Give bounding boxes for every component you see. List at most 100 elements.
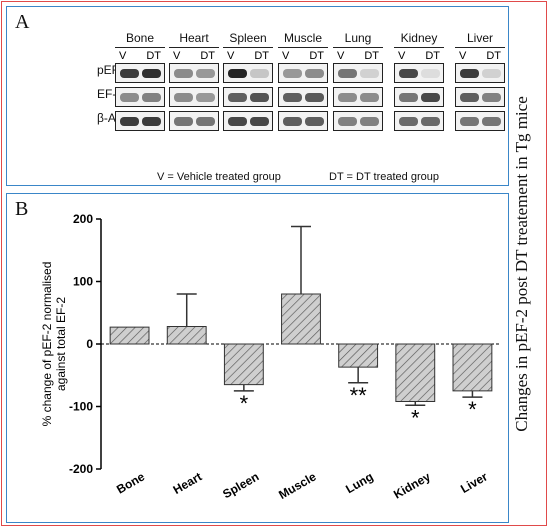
significance-marker: * [239, 390, 248, 415]
panel-a-letter: A [15, 11, 30, 33]
lane-dt-label: DT [364, 50, 379, 62]
blot-kidney-ef2 [394, 87, 444, 107]
blot-muscle-pef2 [278, 63, 328, 83]
band [360, 117, 379, 126]
blot-muscle-actin [278, 111, 328, 131]
band [338, 69, 357, 78]
y-axis-label: % change of pEF-2 normalisedagainst tota… [40, 261, 68, 426]
band [421, 69, 440, 78]
lane-labels: V DT [223, 50, 273, 62]
panel-a: A pEF-2 EF-2 β-Actin BoneVDTHeartVDTSple… [6, 6, 509, 186]
band [460, 69, 479, 78]
y-tick-label: 200 [72, 212, 92, 226]
blot-spleen-ef2 [223, 87, 273, 107]
bar-chart: -200 -100 0 100 200 % change of pEF-2 normali… [40, 212, 501, 502]
blot-spleen-pef2 [223, 63, 273, 83]
tissue-name: Muscle [278, 31, 328, 48]
bar-kidney [394, 343, 435, 402]
band [283, 117, 302, 126]
band [228, 69, 247, 78]
significance-marker: * [468, 397, 477, 422]
band [174, 69, 193, 78]
x-tick-label: Spleen [220, 469, 261, 501]
band [338, 93, 357, 102]
x-tick-label: Bone [114, 469, 147, 496]
lane-labels: V DT [115, 50, 165, 62]
tissue-header-spleen: Spleen V DT [223, 31, 273, 62]
legend-vehicle: V = Vehicle treated group [157, 171, 281, 183]
blot-kidney-pef2 [394, 63, 444, 83]
x-tick-label: Kidney [391, 469, 433, 501]
x-tick-label: Liver [458, 469, 490, 496]
bar-bone [109, 326, 150, 344]
band [399, 117, 418, 126]
significance-marker: ** [349, 382, 367, 407]
band [399, 69, 418, 78]
lane-dt-label: DT [425, 50, 440, 62]
blot-liver-actin [455, 111, 505, 131]
lane-labels: V DT [394, 50, 444, 62]
y-tick-label: 100 [72, 274, 92, 288]
tissue-header-kidney: Kidney V DT [394, 31, 444, 62]
band [196, 93, 215, 102]
lane-v-label: V [337, 50, 345, 62]
lane-labels: V DT [169, 50, 219, 62]
blot-heart-pef2 [169, 63, 219, 83]
y-tick-label: -200 [68, 462, 92, 476]
band [460, 117, 479, 126]
band [360, 69, 379, 78]
lane-labels: V DT [333, 50, 383, 62]
lane-v-label: V [227, 50, 235, 62]
blot-heart-ef2 [169, 87, 219, 107]
band [305, 93, 324, 102]
band [338, 117, 357, 126]
blot-bone-pef2 [115, 63, 165, 83]
x-tick-label: Heart [170, 469, 204, 496]
band [305, 117, 324, 126]
blot-muscle-ef2 [278, 87, 328, 107]
band [120, 117, 139, 126]
x-tick-label: Lung [343, 469, 375, 496]
band [482, 93, 501, 102]
blot-bone-ef2 [115, 87, 165, 107]
y-tick-label: -100 [68, 399, 92, 413]
blot-spleen-actin [223, 111, 273, 131]
band [142, 93, 161, 102]
blot-liver-ef2 [455, 87, 505, 107]
band [283, 69, 302, 78]
lane-dt-label: DT [254, 50, 269, 62]
tissue-header-liver: Liver V DT [455, 31, 505, 62]
band [174, 117, 193, 126]
panel-b-letter: B [15, 198, 29, 220]
tissue-header-lung: Lung V DT [333, 31, 383, 62]
band [196, 117, 215, 126]
band [460, 93, 479, 102]
blot-bone-actin [115, 111, 165, 131]
band [174, 93, 193, 102]
tissue-header-heart: Heart V DT [169, 31, 219, 62]
band [120, 93, 139, 102]
tissue-name: Heart [169, 31, 219, 48]
side-title-text: Changes in pEF-2 post DT treatement in T… [512, 96, 531, 432]
panel-b: B -200 -100 0 100 200 % change of pEF-2 norma… [6, 193, 509, 523]
band [283, 93, 302, 102]
lane-labels: V DT [278, 50, 328, 62]
band [421, 93, 440, 102]
blot-lung-actin [333, 111, 383, 131]
x-tick-label: Muscle [276, 469, 319, 502]
band [399, 93, 418, 102]
tissue-header-bone: Bone V DT [115, 31, 165, 62]
lane-dt-label: DT [146, 50, 161, 62]
significance-marker: * [411, 405, 420, 430]
lane-dt-label: DT [309, 50, 324, 62]
band [196, 69, 215, 78]
blot-liver-pef2 [455, 63, 505, 83]
tissue-header-muscle: Muscle V DT [278, 31, 328, 62]
bar-heart [166, 325, 207, 344]
tissue-name: Lung [333, 31, 383, 48]
band [142, 69, 161, 78]
lane-v-label: V [459, 50, 467, 62]
lane-v-label: V [173, 50, 181, 62]
blot-kidney-actin [394, 111, 444, 131]
